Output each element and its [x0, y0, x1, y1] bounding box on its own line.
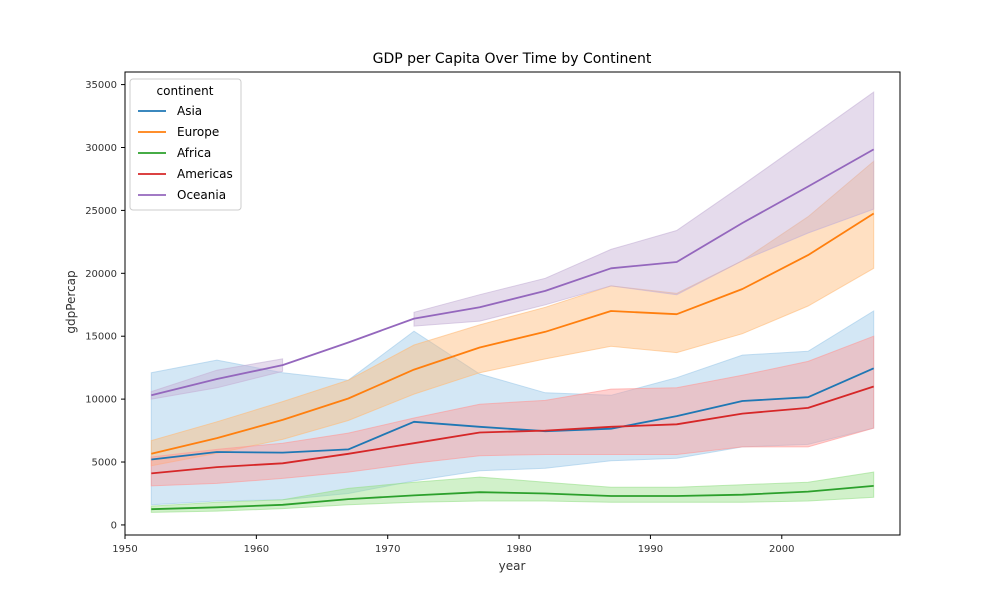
y-tick-label: 20000	[85, 269, 117, 280]
legend-label-asia: Asia	[177, 104, 202, 118]
x-axis-label: year	[499, 559, 526, 573]
y-tick-label: 30000	[85, 143, 117, 154]
plot-frame	[124, 71, 901, 536]
y-tick-label: 35000	[85, 80, 117, 91]
x-tick-label: 1980	[506, 544, 531, 555]
legend-items: Asia Europe Africa Americas Oceania	[138, 104, 233, 202]
x-tick-label: 1950	[112, 544, 137, 555]
x-tick-label: 1970	[375, 544, 400, 555]
y-tick-label: 15000	[85, 332, 117, 343]
legend-label-americas: Americas	[177, 167, 233, 181]
chart-title: GDP per Capita Over Time by Continent	[373, 51, 652, 67]
x-tick-label: 1990	[638, 544, 663, 555]
band-europe-0	[150, 160, 875, 467]
x-tick-label: 2000	[769, 544, 794, 555]
y-tick-label: 0	[111, 520, 117, 531]
band-americas-0	[150, 335, 875, 487]
y-axis-ticks: 0 5000 10000 15000 20000 25000 30000 35000	[85, 80, 125, 531]
y-tick-label: 25000	[85, 206, 117, 217]
y-axis-label: gdpPercap	[64, 270, 78, 333]
x-tick-label: 1960	[244, 544, 269, 555]
series-lines	[151, 148, 875, 511]
y-tick-label: 5000	[92, 458, 117, 469]
line-africa	[151, 485, 874, 511]
line-europe	[151, 212, 875, 455]
x-axis-ticks: 1950 1960 1970 1980 1990 2000	[112, 535, 795, 555]
line-asia	[151, 367, 875, 461]
legend-title: continent	[157, 84, 214, 98]
legend-label-oceania: Oceania	[177, 188, 226, 202]
legend-label-europe: Europe	[177, 125, 219, 139]
band-oceania-1	[413, 91, 875, 327]
y-tick-label: 10000	[85, 395, 117, 406]
line-oceania	[151, 148, 875, 397]
legend: continent Asia Europe Africa Americas Oceani…	[129, 78, 242, 211]
legend-label-africa: Africa	[177, 146, 211, 160]
line-americas	[151, 385, 874, 475]
